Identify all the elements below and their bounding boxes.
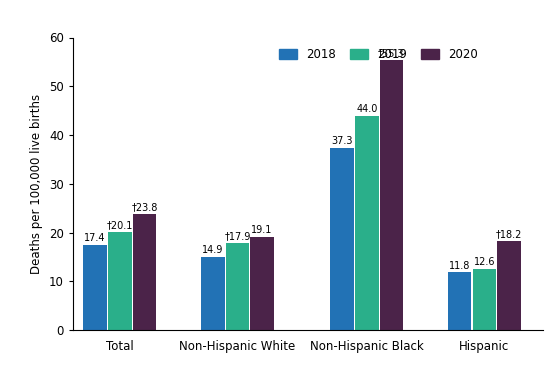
Text: †55.3: †55.3 xyxy=(378,48,405,58)
Text: 11.8: 11.8 xyxy=(449,261,470,270)
Text: 19.1: 19.1 xyxy=(251,225,273,235)
Bar xyxy=(83,245,107,330)
Text: †18.2: †18.2 xyxy=(496,230,522,239)
Bar xyxy=(380,60,403,330)
Y-axis label: Deaths per 100,000 live births: Deaths per 100,000 live births xyxy=(30,94,43,274)
Text: 14.9: 14.9 xyxy=(202,245,223,255)
Text: †23.8: †23.8 xyxy=(132,202,158,212)
Bar xyxy=(226,243,249,330)
Bar xyxy=(355,116,379,330)
Text: †17.9: †17.9 xyxy=(224,231,251,241)
Bar xyxy=(250,237,274,330)
Bar xyxy=(448,273,472,330)
Bar xyxy=(497,241,521,330)
Text: 12.6: 12.6 xyxy=(474,256,495,267)
Bar xyxy=(108,232,132,330)
Text: 37.3: 37.3 xyxy=(332,136,353,146)
Legend: 2018, 2019, 2020: 2018, 2019, 2020 xyxy=(274,44,483,66)
Bar xyxy=(133,214,156,330)
Bar xyxy=(330,148,354,330)
Text: 44.0: 44.0 xyxy=(356,104,377,114)
Bar xyxy=(473,268,496,330)
Bar xyxy=(201,257,225,330)
Text: 17.4: 17.4 xyxy=(85,233,106,243)
Text: †20.1: †20.1 xyxy=(106,220,133,230)
